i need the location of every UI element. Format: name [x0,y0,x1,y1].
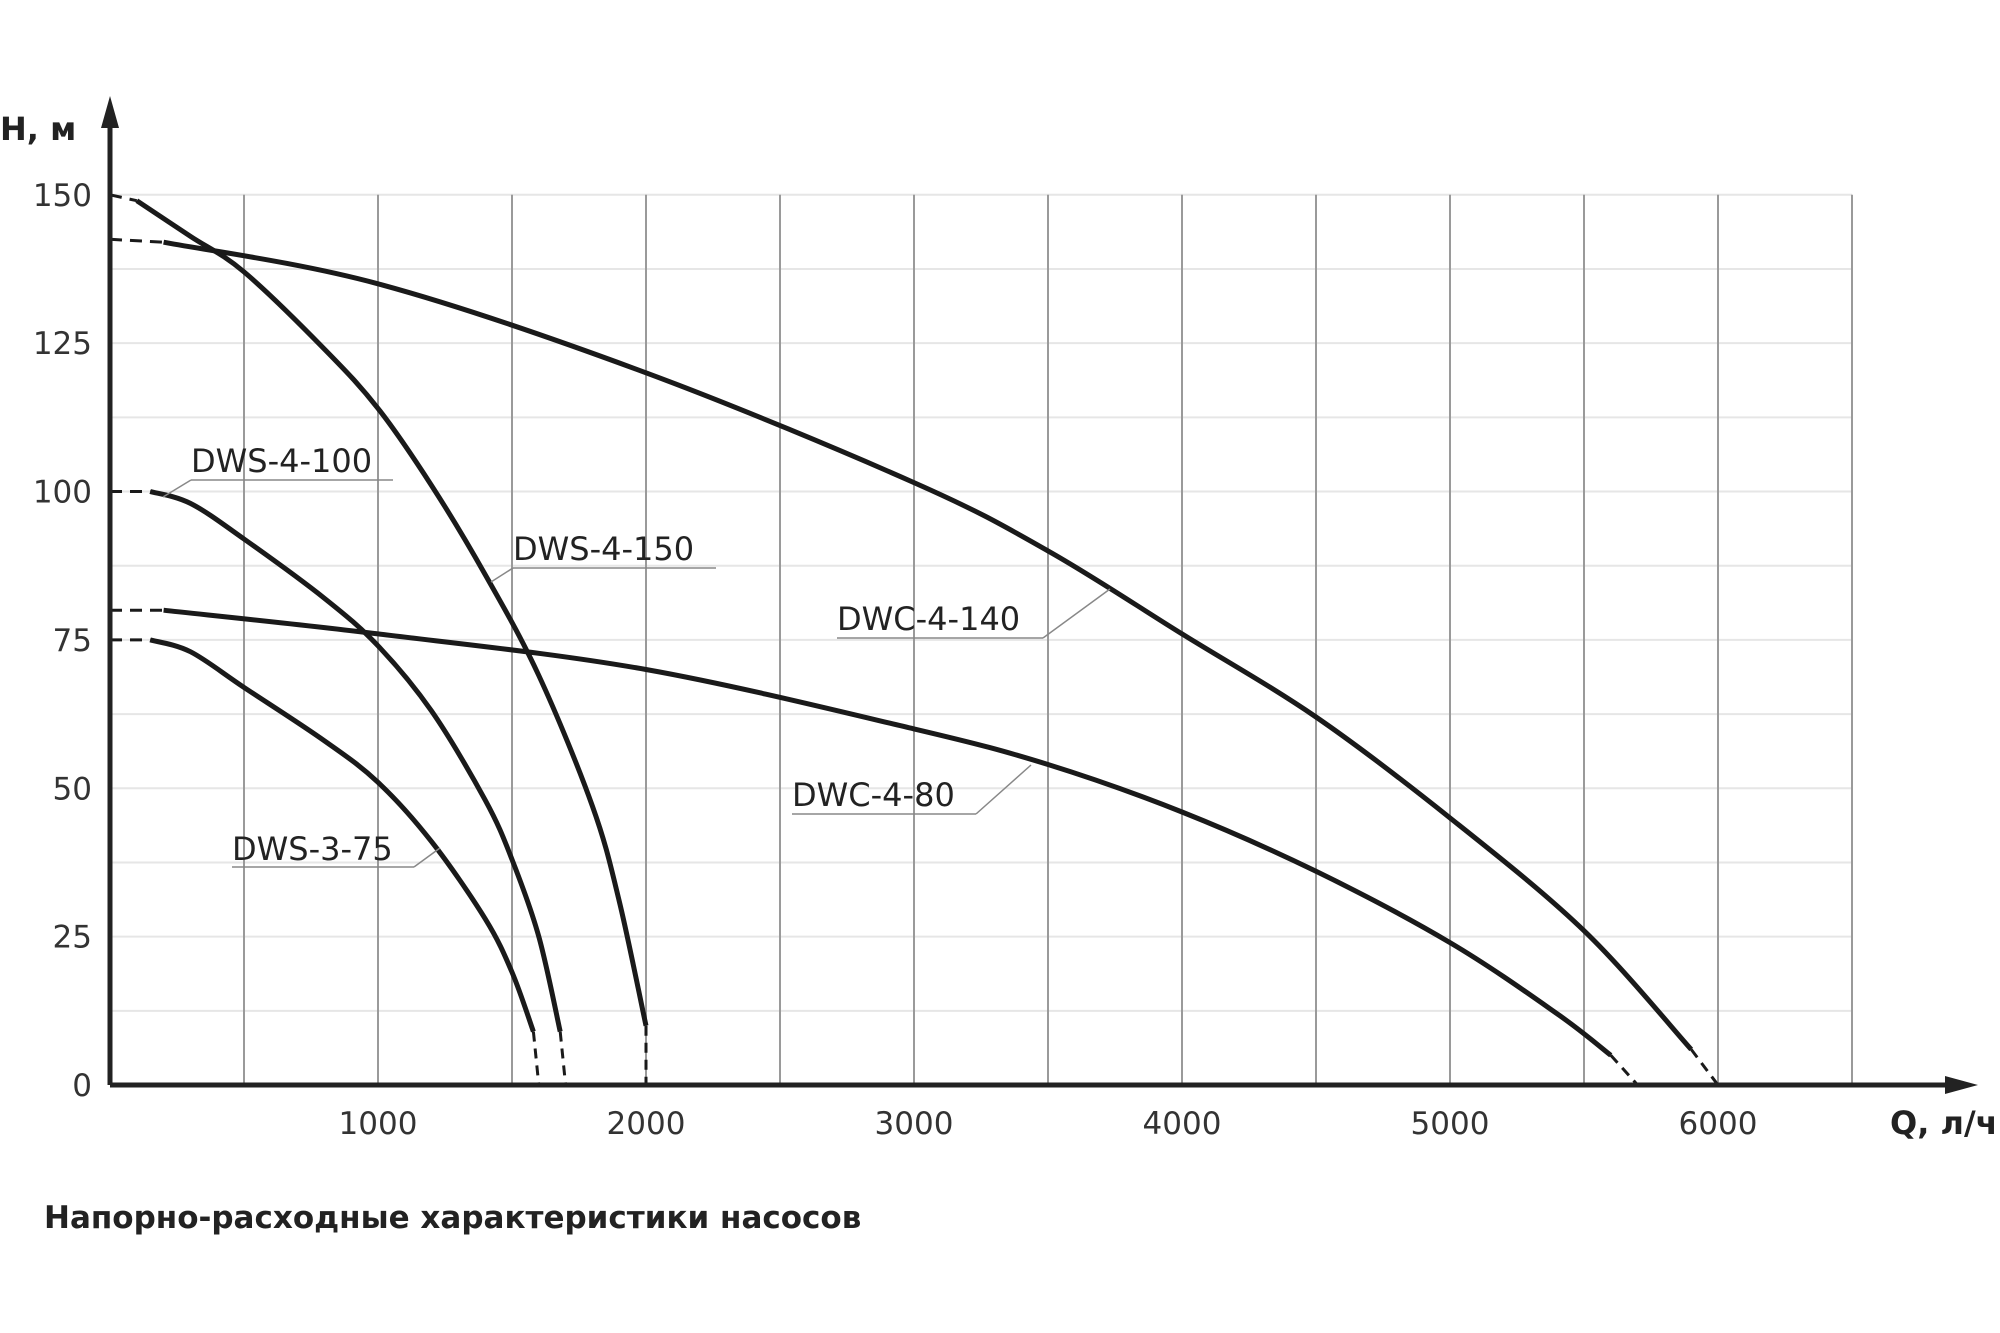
y-axis-label: H, м [0,110,76,148]
series-labels: DWS-3-75 DWS-4-100 DWS-4-150 DWC-4-140 DWC-4… [162,442,1111,868]
series-line-dws-4-100 [149,489,563,1033]
series-label: DWS-4-100 [191,442,372,480]
x-axis-label: Q, л/ч [1890,1104,1998,1142]
curves [109,193,1720,1087]
x-tick-label: 3000 [875,1106,954,1142]
y-axis-arrow-icon [101,96,119,128]
label-leader-line [1042,588,1111,639]
y-tick-label: 100 [33,475,92,511]
series-label: DWC-4-80 [792,776,955,814]
x-tick-label: 5000 [1411,1106,1490,1142]
y-tick-label: 150 [33,178,92,214]
label-leader-line [975,764,1032,815]
series-line-dwc-4-80 [163,607,1613,1058]
series-line-dws-3-75 [149,637,536,1033]
series-label: DWS-4-150 [513,530,694,568]
y-tick-label: 50 [53,771,92,807]
y-tick-label: 125 [33,326,92,362]
series-line-dwc-4-140 [163,239,1694,1052]
series-extrapolation-start [109,237,164,244]
grid [110,193,1853,1085]
y-tick-label: 25 [53,920,92,956]
series-line-dws-4-150 [135,198,649,1027]
series-extrapolation-end [558,1031,568,1086]
chart-title: Напорно-расходные характеристики насосов [44,1200,861,1236]
series-extrapolation-end [531,1031,541,1086]
series-extrapolation-end [1690,1048,1720,1086]
x-tick-label: 6000 [1679,1106,1758,1142]
x-tick-label: 2000 [607,1106,686,1142]
series-label: DWS-3-75 [232,830,393,868]
label-leader-line [490,567,514,583]
x-axis-arrow-icon [1945,1076,1978,1094]
axes [101,96,1978,1094]
x-tick-label: 1000 [339,1106,418,1142]
series-label: DWC-4-140 [837,600,1020,638]
label-leader-line [162,479,192,498]
y-tick-label: 0 [72,1068,92,1104]
series-extrapolation-start [109,193,138,203]
x-tick-label: 4000 [1143,1106,1222,1142]
tick-labels: 0 25 50 75 100 125 150 1000 2000 3000 4000 5000 6000 [33,178,1758,1142]
label-leader-line [413,847,441,868]
y-tick-label: 75 [53,623,92,659]
series-extrapolation-end [1609,1054,1639,1087]
